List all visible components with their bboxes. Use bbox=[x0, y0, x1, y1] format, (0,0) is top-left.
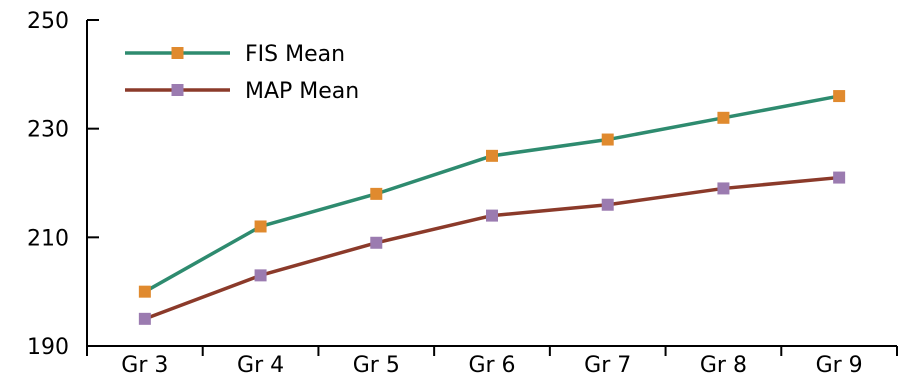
legend-label: MAP Mean bbox=[245, 79, 359, 104]
data-point bbox=[254, 269, 267, 282]
data-point bbox=[486, 209, 498, 222]
data-point bbox=[370, 236, 383, 249]
data-point bbox=[833, 171, 846, 184]
y-tick-label: 250 bbox=[27, 9, 69, 34]
data-point bbox=[601, 133, 614, 146]
series-layer bbox=[138, 90, 846, 325]
y-tick-label: 210 bbox=[27, 226, 69, 251]
y-tick-label: 230 bbox=[27, 118, 69, 143]
data-point bbox=[254, 220, 267, 233]
x-tick-label: Gr 7 bbox=[584, 353, 631, 376]
x-tick-label: Gr 3 bbox=[121, 353, 168, 376]
chart-legend: FIS Mean MAP Mean bbox=[125, 42, 359, 104]
data-point bbox=[370, 187, 383, 200]
x-tick-label: Gr 8 bbox=[700, 353, 747, 376]
data-point bbox=[486, 149, 498, 162]
data-point bbox=[138, 285, 151, 298]
legend-marker bbox=[171, 47, 184, 59]
data-point bbox=[138, 312, 151, 325]
x-tick-label: Gr 9 bbox=[816, 353, 863, 376]
chart-axes: 190 210 230 250 Gr 3 Gr 4 Gr 5 Gr 6 Gr 7 Gr 8 Gr 9 bbox=[27, 9, 898, 376]
x-tick-label: Gr 4 bbox=[237, 353, 284, 376]
x-tick-label: Gr 5 bbox=[353, 353, 400, 376]
data-point bbox=[601, 198, 614, 211]
y-tick-label: 190 bbox=[27, 335, 69, 360]
x-tick-label: Gr 6 bbox=[468, 353, 515, 376]
series-line-1 bbox=[143, 94, 840, 294]
legend-marker bbox=[171, 84, 184, 96]
data-point bbox=[833, 90, 846, 103]
series-line-2 bbox=[144, 175, 840, 321]
data-point bbox=[717, 182, 730, 195]
data-point bbox=[717, 111, 730, 124]
legend-label: FIS Mean bbox=[245, 42, 345, 67]
